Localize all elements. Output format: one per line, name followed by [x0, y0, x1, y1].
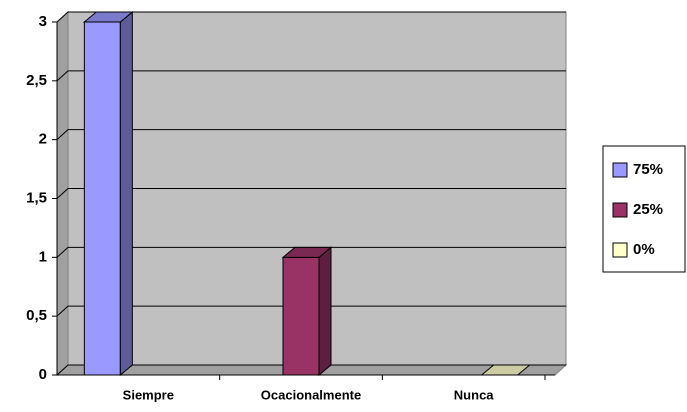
x-tick-label: Ocacionalmente: [261, 387, 361, 402]
bar-face: [282, 256, 320, 376]
bar-face: [480, 364, 532, 376]
legend-swatch: [612, 162, 628, 178]
bar-face: [82, 11, 134, 23]
legend-swatch: [612, 242, 628, 258]
y-tick-label: 2: [39, 131, 47, 148]
y-tick-label: 1,5: [26, 189, 47, 206]
bar-face: [281, 246, 333, 258]
y-tick-label: 0: [39, 366, 47, 383]
bar: [281, 246, 333, 377]
x-tick-label: Nunca: [454, 387, 495, 402]
bar: [480, 364, 532, 376]
legend-label: 0%: [633, 241, 655, 258]
bar-face: [318, 246, 332, 377]
y-tick-label: 3: [39, 13, 47, 30]
bar-face: [119, 10, 133, 377]
grid-line: [56, 11, 566, 23]
grid-line: [56, 129, 566, 141]
legend-swatch: [612, 202, 628, 218]
y-tick-label: 0,5: [26, 307, 47, 324]
bar-face: [83, 21, 121, 376]
grid-line: [56, 70, 566, 82]
grid-line: [56, 305, 566, 317]
y-tick-label: 2,5: [26, 72, 47, 89]
y-tick-label: 1: [39, 248, 47, 265]
legend-label: 75%: [633, 161, 663, 178]
bar: [82, 10, 134, 377]
legend-label: 25%: [633, 201, 663, 218]
grid-line: [56, 188, 566, 199]
grid-line: [56, 364, 566, 376]
x-tick-label: Siempre: [123, 387, 174, 402]
grid-line: [56, 246, 566, 258]
